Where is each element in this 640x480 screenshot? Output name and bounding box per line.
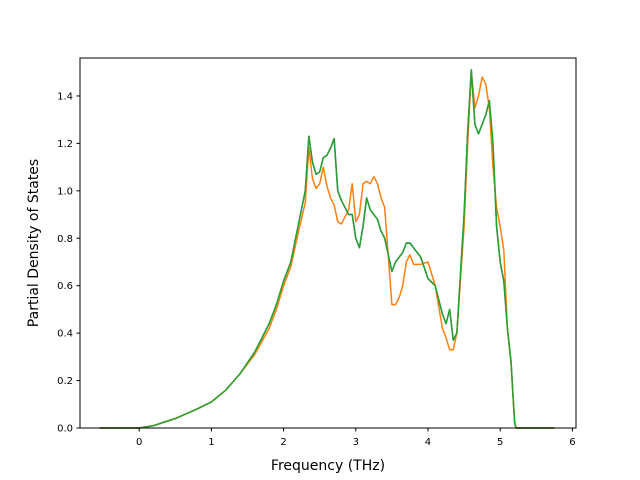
- x-tick-label: 3: [353, 437, 359, 448]
- x-tick-label: 5: [497, 437, 503, 448]
- y-tick-label: 0.8: [57, 234, 73, 245]
- series-line-3: [99, 69, 555, 429]
- x-tick-label: 0: [136, 437, 142, 448]
- y-tick-label: 0.0: [57, 424, 73, 435]
- x-tick-label: 2: [280, 437, 286, 448]
- x-axis-label: Frequency (THz): [271, 458, 385, 474]
- y-tick-label: 0.6: [57, 281, 73, 292]
- x-axis-ticks: 0 1 2 3 4 5 6: [136, 428, 576, 448]
- series-layer: [99, 69, 555, 429]
- series-line-2: [99, 71, 555, 429]
- y-tick-label: 1.0: [57, 186, 73, 197]
- y-tick-label: 0.2: [57, 376, 73, 387]
- x-tick-label: 1: [208, 437, 214, 448]
- y-axis-ticks: 0.0 0.2 0.4 0.6 0.8 1.0 1.2 1.4: [57, 91, 80, 435]
- x-tick-label: 4: [425, 437, 431, 448]
- plot-frame: [79, 57, 577, 429]
- y-tick-label: 0.4: [57, 329, 73, 340]
- y-axis-label: Partial Density of States: [26, 159, 42, 327]
- x-tick-label: 6: [569, 437, 575, 448]
- y-tick-label: 1.4: [57, 91, 73, 102]
- y-tick-label: 1.2: [57, 139, 73, 150]
